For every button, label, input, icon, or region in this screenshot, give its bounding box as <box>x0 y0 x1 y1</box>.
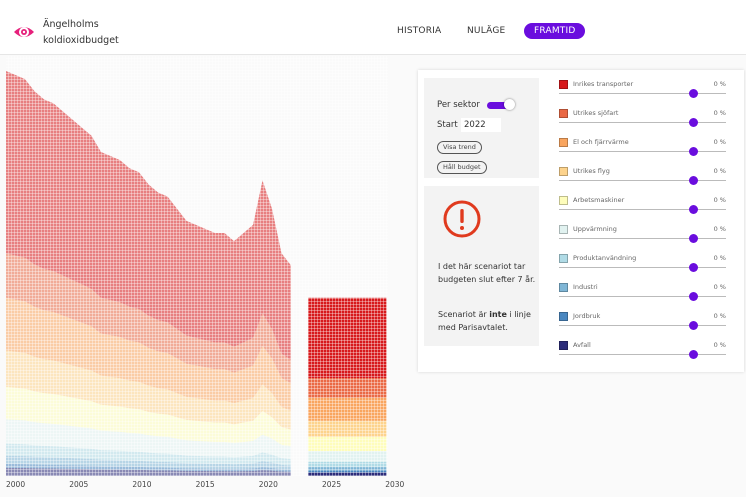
sector-name: Avfall <box>573 341 591 349</box>
app-header: Ängelholms koldioxidbudget HISTORIA NULÄ… <box>0 0 746 55</box>
emissions-chart: 200020052010201520202025203020352040 <box>6 56 405 489</box>
sector-swatch <box>559 312 568 321</box>
sector-slider-track[interactable] <box>559 296 726 297</box>
sector-row: Jordbruk 0 % <box>559 312 726 334</box>
sector-name: Utrikes flyg <box>573 167 610 175</box>
app-title: Ängelholms koldioxidbudget <box>43 17 119 49</box>
budget-end-text: I det här scenariot tar budgeten slut ef… <box>438 262 536 284</box>
sector-slider-track[interactable] <box>559 325 726 326</box>
sector-row: Utrikes sjöfart 0 % <box>559 109 726 131</box>
per-sektor-label: Per sektor <box>437 100 480 110</box>
sector-swatch <box>559 138 568 147</box>
x-tick-label: 2015 <box>196 480 215 489</box>
sector-slider-thumb[interactable] <box>689 89 698 98</box>
scenario-message: I det här scenariot tar budgeten slut ef… <box>424 186 539 346</box>
dot-grid-overlay <box>6 56 388 476</box>
sector-value: 0 % <box>713 254 726 262</box>
sector-slider-thumb[interactable] <box>689 118 698 127</box>
sector-slider-track[interactable] <box>559 93 726 94</box>
tab-historia[interactable]: HISTORIA <box>397 26 442 36</box>
sector-value: 0 % <box>713 80 726 88</box>
sector-name: Utrikes sjöfart <box>573 109 619 117</box>
app-title-line1: Ängelholms <box>43 19 99 30</box>
scenario-panel: Per sektor Start 2022 Visa trend Håll bu… <box>418 70 744 372</box>
sector-name: Jordbruk <box>573 312 601 320</box>
exclamation-circle-icon <box>443 200 481 238</box>
per-sektor-toggle-knob[interactable] <box>504 99 515 110</box>
sector-slider-track[interactable] <box>559 209 726 210</box>
sector-value: 0 % <box>713 109 726 117</box>
sector-name: Produktanvändning <box>573 254 637 262</box>
x-axis: 200020052010201520202025203020352040 <box>6 480 405 489</box>
sector-value: 0 % <box>713 138 726 146</box>
sector-slider-thumb[interactable] <box>689 176 698 185</box>
sector-row: Inrikes transporter 0 % <box>559 80 726 102</box>
sector-value: 0 % <box>713 225 726 233</box>
tab-nulage[interactable]: NULÄGE <box>467 26 506 36</box>
sector-swatch <box>559 196 568 205</box>
sector-slider-thumb[interactable] <box>689 321 698 330</box>
sector-row: El och fjärrvärme 0 % <box>559 138 726 160</box>
start-year-input[interactable]: 2022 <box>461 118 501 132</box>
x-tick-label: 2005 <box>69 480 88 489</box>
sector-name: El och fjärrvärme <box>573 138 629 146</box>
sector-name: Uppvärmning <box>573 225 617 233</box>
sector-slider-track[interactable] <box>559 354 726 355</box>
sector-row: Uppvärmning 0 % <box>559 225 726 247</box>
sector-slider-track[interactable] <box>559 180 726 181</box>
sector-swatch <box>559 341 568 350</box>
sector-swatch <box>559 80 568 89</box>
show-trend-button[interactable]: Visa trend <box>437 141 482 154</box>
x-tick-label: 2030 <box>385 480 404 489</box>
controls-box: Per sektor Start 2022 Visa trend Håll bu… <box>424 78 539 178</box>
per-sektor-toggle[interactable] <box>487 102 513 109</box>
x-tick-label: 2000 <box>6 480 25 489</box>
paris-text: Scenariot är inte i linje med Parisavtal… <box>438 308 536 334</box>
x-tick-label: 2020 <box>259 480 278 489</box>
sector-slider-track[interactable] <box>559 122 726 123</box>
sector-slider-track[interactable] <box>559 267 726 268</box>
eye-logo-icon <box>14 27 34 37</box>
sector-slider-thumb[interactable] <box>689 234 698 243</box>
sector-value: 0 % <box>713 196 726 204</box>
sector-value: 0 % <box>713 341 726 349</box>
sector-name: Industri <box>573 283 598 291</box>
keep-budget-button[interactable]: Håll budget <box>437 161 487 174</box>
paris-text-pre: Scenariot är <box>438 310 490 319</box>
sector-swatch <box>559 109 568 118</box>
x-tick-label: 2010 <box>132 480 151 489</box>
sector-slider-thumb[interactable] <box>689 147 698 156</box>
sector-slider-thumb[interactable] <box>689 263 698 272</box>
paris-text-post: i linje med Parisavtalet. <box>438 310 531 332</box>
sector-swatch <box>559 254 568 263</box>
sector-slider-thumb[interactable] <box>689 292 698 301</box>
sector-name: Inrikes transporter <box>573 80 634 88</box>
sector-slider-thumb[interactable] <box>689 350 698 359</box>
tab-framtid[interactable]: FRAMTID <box>524 23 586 39</box>
sector-row: Avfall 0 % <box>559 341 726 363</box>
sector-row: Utrikes flyg 0 % <box>559 167 726 189</box>
sector-swatch <box>559 167 568 176</box>
sector-row: Industri 0 % <box>559 283 726 305</box>
sector-row: Arbetsmaskiner 0 % <box>559 196 726 218</box>
sector-value: 0 % <box>713 167 726 175</box>
sector-swatch <box>559 283 568 292</box>
sector-value: 0 % <box>713 312 726 320</box>
start-label: Start <box>437 120 458 130</box>
sector-value: 0 % <box>713 283 726 291</box>
sector-swatch <box>559 225 568 234</box>
sector-slider-thumb[interactable] <box>689 205 698 214</box>
sector-slider-track[interactable] <box>559 151 726 152</box>
sector-slider-track[interactable] <box>559 238 726 239</box>
x-tick-label: 2025 <box>322 480 341 489</box>
app-title-line2: koldioxidbudget <box>43 35 119 46</box>
paris-text-bold: inte <box>489 310 507 319</box>
sector-name: Arbetsmaskiner <box>573 196 625 204</box>
sector-row: Produktanvändning 0 % <box>559 254 726 276</box>
